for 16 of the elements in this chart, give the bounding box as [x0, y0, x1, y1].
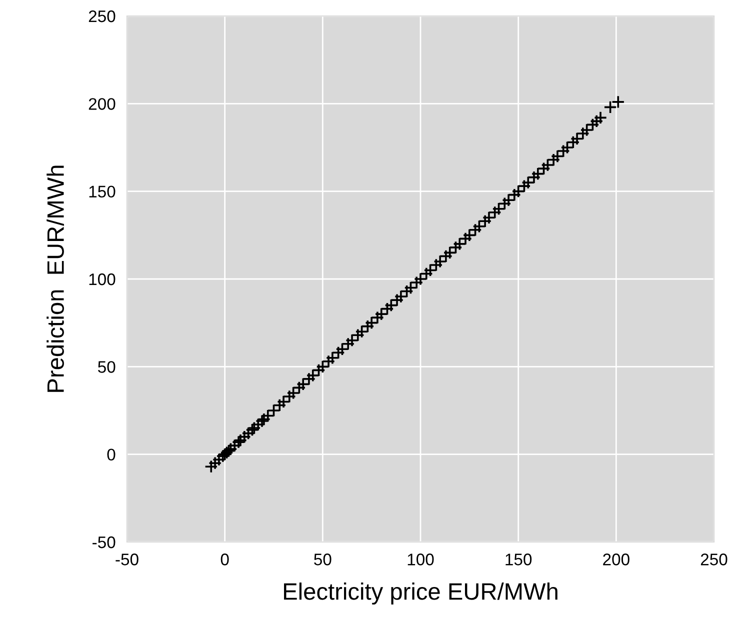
x-tick-label: -50	[116, 554, 138, 566]
y-tick-label: 150	[89, 186, 116, 198]
x-tick-label: 250	[700, 554, 728, 566]
x-tick-label: 50	[314, 554, 332, 566]
y-tick-label: 250	[88, 10, 116, 22]
x-tick-label: 0	[220, 554, 229, 566]
y-tick-label: 50	[98, 361, 116, 373]
y-tick-label: -50	[92, 536, 116, 548]
y-tick-label: 0	[107, 448, 116, 461]
y-tick-label: 100	[89, 273, 116, 286]
x-tick-label: 100	[408, 554, 434, 566]
x-axis-title: Electricity price EUR/MWh	[284, 582, 558, 605]
x-tick-label: 150	[506, 554, 532, 566]
y-tick-label: 200	[88, 98, 116, 110]
x-tick-label: 200	[603, 554, 630, 566]
y-axis-title: Prediction EUR/MWh	[46, 166, 64, 392]
